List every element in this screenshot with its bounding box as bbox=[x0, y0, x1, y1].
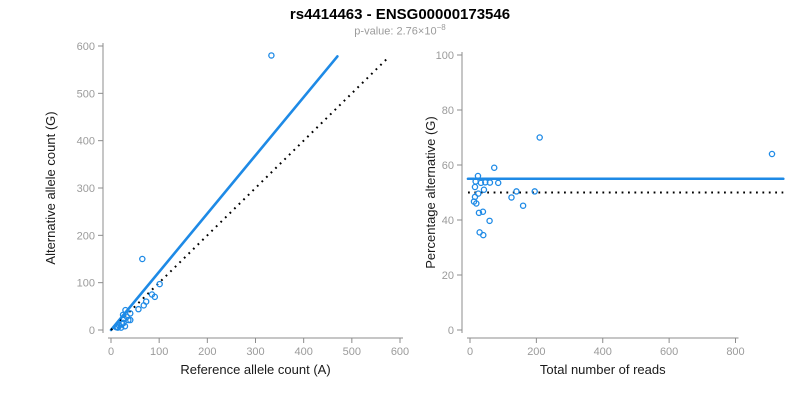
y-tick-label: 200 bbox=[77, 230, 95, 242]
fit-line bbox=[109, 55, 339, 332]
x-tick-label: 300 bbox=[246, 346, 264, 358]
data-point bbox=[486, 217, 493, 225]
x-tick-label: 200 bbox=[198, 346, 216, 358]
x-tick-label: 100 bbox=[150, 346, 168, 358]
data-point bbox=[140, 302, 148, 309]
data-point bbox=[475, 209, 483, 217]
y-tick-label: 0 bbox=[448, 325, 454, 337]
y-axis: 0 20 40 60 80 100 bbox=[436, 50, 463, 337]
pvalue-subtitle: p-value: 2.76×10−8 bbox=[0, 23, 800, 38]
y-tick-label: 400 bbox=[77, 136, 95, 148]
data-point bbox=[127, 316, 134, 324]
x-axis: 0 100 200 300 400 500 600 bbox=[108, 337, 409, 358]
y-tick-label: 100 bbox=[77, 278, 95, 290]
y-tick-label: 0 bbox=[89, 325, 95, 337]
data-point bbox=[480, 231, 487, 239]
y-tick-label: 100 bbox=[436, 50, 454, 62]
x-tick-label: 0 bbox=[467, 346, 473, 358]
data-point bbox=[139, 255, 146, 263]
y-tick-label: 20 bbox=[442, 270, 454, 282]
pvalue-exponent: −8 bbox=[436, 23, 446, 32]
x-axis-title: Total number of reads bbox=[540, 362, 666, 377]
y-axis-title: Percentage alternative (G) bbox=[423, 116, 438, 268]
data-point bbox=[513, 188, 520, 195]
data-point bbox=[477, 179, 485, 187]
data-point bbox=[768, 150, 776, 158]
data-point bbox=[120, 319, 127, 327]
data-point bbox=[490, 164, 498, 171]
x-tick-label: 800 bbox=[726, 346, 744, 358]
x-tick-label: 200 bbox=[527, 346, 545, 358]
x-tick-label: 0 bbox=[108, 346, 114, 358]
data-points bbox=[470, 134, 776, 239]
y-tick-label: 300 bbox=[77, 183, 95, 195]
data-point bbox=[123, 313, 131, 320]
data-point bbox=[519, 202, 527, 209]
data-point bbox=[127, 310, 134, 317]
x-tick-label: 500 bbox=[343, 346, 361, 358]
data-point bbox=[151, 293, 159, 301]
data-point bbox=[486, 179, 494, 186]
x-axis-title: Reference allele count (A) bbox=[180, 362, 330, 377]
data-point bbox=[473, 200, 480, 207]
data-points bbox=[113, 52, 275, 331]
x-tick-label: 600 bbox=[391, 346, 409, 358]
data-point bbox=[135, 305, 142, 313]
data-point bbox=[156, 280, 163, 288]
left-scatter-plot-allele-counts: 0 100 200 300 400 500 600 0 100 200 300 400 500 600 Re… bbox=[43, 41, 409, 377]
y-tick-label: 60 bbox=[442, 160, 454, 172]
y-axis: 0 100 200 300 400 500 600 bbox=[77, 41, 104, 337]
y-tick-label: 600 bbox=[77, 41, 95, 53]
data-point bbox=[471, 183, 479, 191]
data-point bbox=[121, 322, 129, 330]
data-point bbox=[479, 208, 487, 215]
page-title: rs4414463 - ENSG00000173546 bbox=[289, 6, 511, 23]
data-point bbox=[531, 188, 538, 195]
pvalue-text: p-value: 2.76×10 bbox=[354, 25, 437, 38]
x-tick-label: 400 bbox=[294, 346, 312, 358]
right-scatter-plot-percentage: 0 20 40 60 80 100 0 200 400 600 800 Total number of… bbox=[423, 50, 785, 377]
y-tick-label: 40 bbox=[442, 215, 454, 227]
data-point bbox=[474, 172, 482, 180]
data-point bbox=[268, 52, 275, 59]
x-axis: 0 200 400 600 800 bbox=[467, 337, 745, 358]
x-tick-label: 600 bbox=[660, 346, 678, 358]
data-point bbox=[494, 179, 502, 187]
data-point bbox=[480, 186, 488, 193]
x-tick-label: 400 bbox=[594, 346, 612, 358]
y-tick-label: 500 bbox=[77, 88, 95, 100]
data-point bbox=[536, 134, 543, 141]
y-tick-label: 80 bbox=[442, 105, 454, 117]
data-point bbox=[113, 323, 120, 331]
y-axis-title: Alternative allele count (G) bbox=[43, 111, 58, 264]
data-point bbox=[508, 194, 515, 201]
identity-line bbox=[110, 57, 389, 331]
data-point bbox=[475, 190, 482, 197]
